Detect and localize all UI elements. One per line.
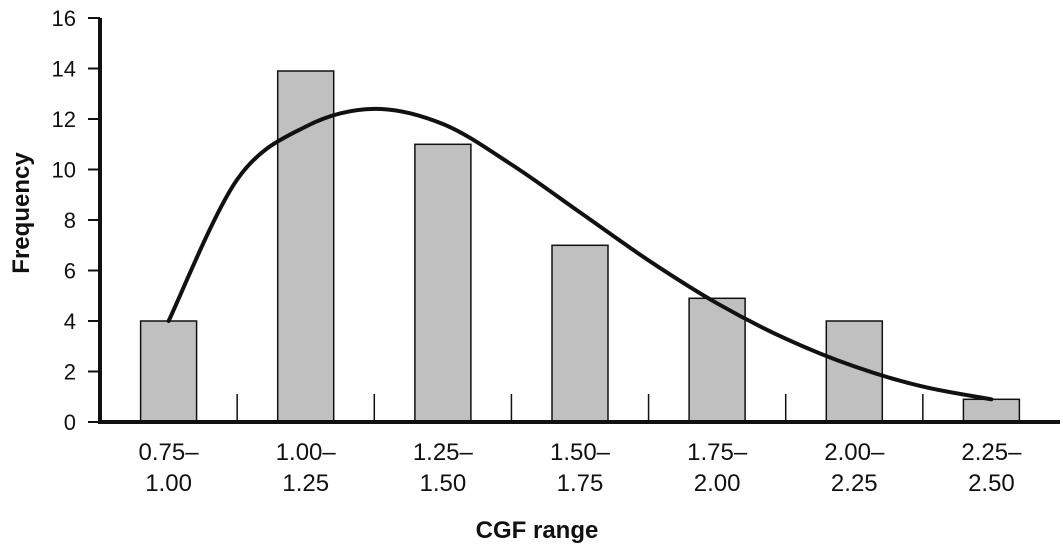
y-tick-label: 4 [64, 309, 76, 334]
y-tick-label: 8 [64, 208, 76, 233]
x-category-label: 0.75– [139, 439, 200, 466]
x-category-label: 1.00– [276, 439, 337, 466]
curve-layer [166, 106, 994, 402]
y-tick-label: 14 [52, 57, 76, 82]
bar-4 [551, 244, 609, 423]
x-category-label: 1.25 [282, 470, 329, 497]
bars-layer [139, 70, 1021, 423]
x-category-label: 2.25– [961, 439, 1022, 466]
x-category-label: 1.25– [413, 439, 474, 466]
y-tick-label: 2 [64, 360, 76, 385]
axis-layer [88, 17, 1060, 424]
label-layer: 0 2 4 6 8 10 12 14 16 0.75– 1.00 1.00– 1.25 1.25– 1.50… [52, 6, 1023, 497]
x-category-label: 2.00– [824, 439, 885, 466]
x-category-label: 1.75– [687, 439, 748, 466]
bar-5 [688, 297, 746, 423]
y-tick-label: 12 [52, 107, 76, 132]
fit-curve [166, 106, 994, 402]
y-axis-title: Frequency [8, 152, 35, 274]
bar-3 [414, 143, 472, 423]
bar-2 [276, 70, 335, 423]
x-category-label: 1.50– [550, 439, 611, 466]
y-tick-label: 10 [52, 158, 76, 183]
x-category-label: 2.50 [968, 470, 1015, 497]
x-axis-title: CGF range [476, 517, 599, 544]
x-category-label: 1.75 [557, 470, 604, 497]
x-category-label: 1.50 [419, 470, 466, 497]
bar-1 [139, 320, 198, 423]
bar-7 [962, 398, 1021, 423]
x-category-label: 2.25 [831, 470, 878, 497]
y-tick-label: 16 [52, 6, 76, 31]
x-category-label: 2.00 [694, 470, 741, 497]
x-category-label: 1.00 [145, 470, 192, 497]
y-tick-label: 0 [64, 410, 76, 435]
y-tick-label: 6 [64, 259, 76, 284]
